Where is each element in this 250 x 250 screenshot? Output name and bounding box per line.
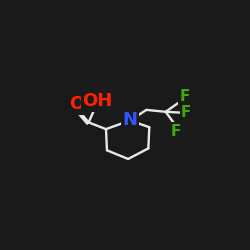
Text: N: N [122,112,138,130]
Text: F: F [171,124,181,138]
Text: F: F [181,105,192,120]
Text: O: O [70,95,85,113]
Text: F: F [179,89,190,104]
Text: OH: OH [82,92,112,110]
